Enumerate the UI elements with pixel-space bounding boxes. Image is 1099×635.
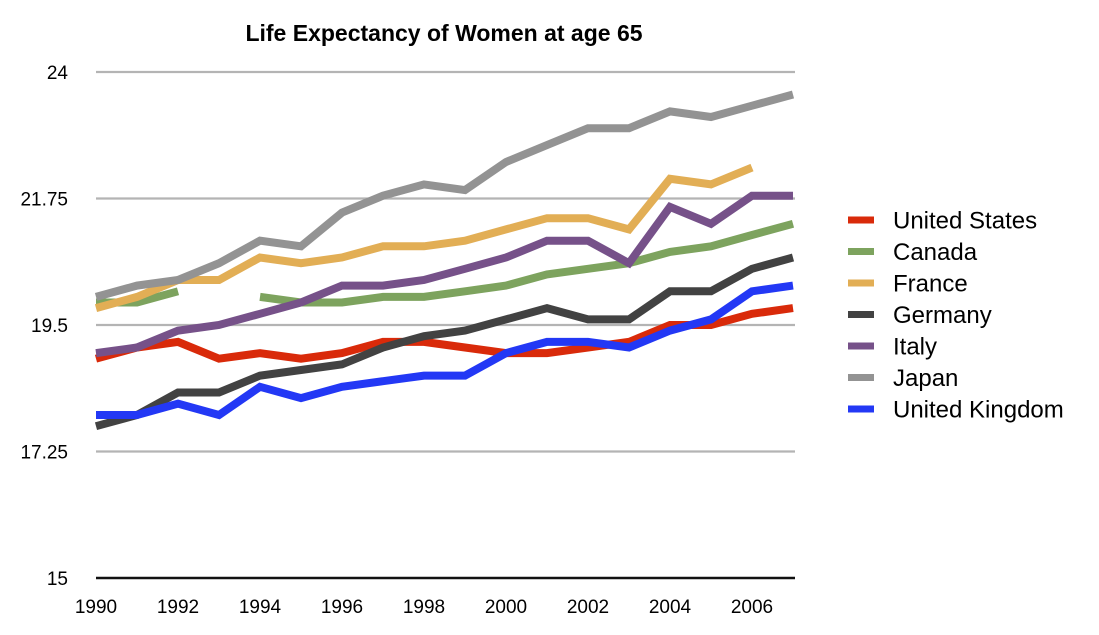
series-line-segment xyxy=(95,191,793,358)
y-axis-ticks: 15 17.25 19.5 21.75 24 xyxy=(20,63,68,590)
legend-label: United Kingdom xyxy=(893,397,1064,424)
legend-label: France xyxy=(893,271,968,298)
y-tick-label: 19.5 xyxy=(31,316,68,337)
legend-swatch xyxy=(848,342,874,350)
y-tick-label: 24 xyxy=(47,63,69,84)
series-united-kingdom xyxy=(96,281,794,420)
legend-item: United States xyxy=(848,208,1037,235)
legend-swatch xyxy=(848,405,874,413)
legend: United States Canada France Germany Italy Jap… xyxy=(848,208,1064,424)
x-tick-label: 2004 xyxy=(649,597,692,618)
legend-label: United States xyxy=(893,208,1037,235)
legend-swatch xyxy=(848,216,874,224)
series-line-segment xyxy=(96,281,794,420)
legend-item: Canada xyxy=(848,239,978,266)
series-line-segment xyxy=(94,163,754,312)
x-tick-label: 2002 xyxy=(567,597,609,618)
y-tick-label: 15 xyxy=(47,569,68,590)
legend-item: United Kingdom xyxy=(848,397,1064,424)
legend-swatch xyxy=(848,248,874,255)
x-tick-label: 1994 xyxy=(239,597,282,618)
legend-label: Germany xyxy=(893,302,992,329)
legend-label: Japan xyxy=(893,365,958,392)
chart-title: Life Expectancy of Women at age 65 xyxy=(245,20,642,46)
legend-swatch xyxy=(848,279,874,287)
x-tick-label: 1992 xyxy=(157,597,199,618)
legend-item: France xyxy=(848,271,968,298)
legend-label: Canada xyxy=(893,239,978,266)
y-tick-label: 21.75 xyxy=(20,190,68,211)
series-line-segment xyxy=(94,253,795,431)
x-tick-label: 2000 xyxy=(485,597,527,618)
legend-swatch xyxy=(848,311,874,318)
series-italy xyxy=(95,191,793,358)
series-lines xyxy=(94,90,795,431)
x-tick-label: 1996 xyxy=(321,597,363,618)
legend-swatch xyxy=(848,374,874,381)
x-tick-label: 2006 xyxy=(731,597,773,618)
y-tick-label: 17.25 xyxy=(20,443,68,464)
series-line-segment xyxy=(94,90,795,301)
legend-item: Italy xyxy=(848,334,937,361)
legend-label: Italy xyxy=(893,334,937,361)
series-japan xyxy=(94,90,795,301)
legend-item: Japan xyxy=(848,365,958,392)
series-france xyxy=(94,163,754,312)
series-line-segment xyxy=(259,219,795,307)
legend-item: Germany xyxy=(848,302,992,329)
series-germany xyxy=(94,253,795,431)
x-axis-ticks: 1990 1992 1994 1996 1998 2000 2002 2004 2006 xyxy=(75,597,773,618)
x-tick-label: 1990 xyxy=(75,597,117,618)
x-tick-label: 1998 xyxy=(403,597,445,618)
